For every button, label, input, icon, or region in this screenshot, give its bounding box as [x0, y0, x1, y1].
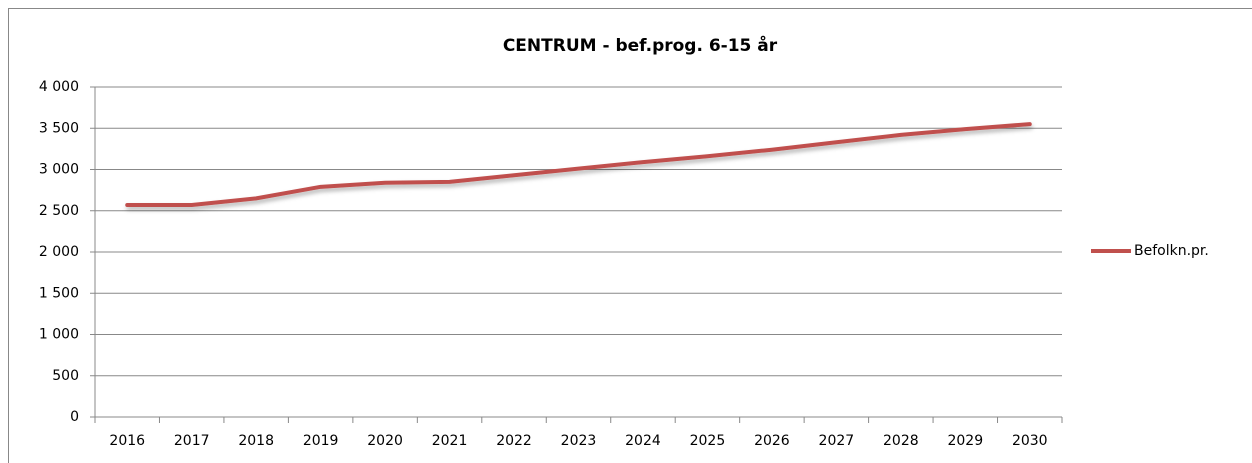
x-tick-label: 2028 — [883, 433, 919, 449]
legend-label: Befolkn.pr. — [1134, 243, 1209, 259]
x-tick-label: 2030 — [1012, 433, 1048, 449]
x-tick-label: 2026 — [754, 433, 790, 449]
x-tick-label: 2018 — [238, 433, 274, 449]
x-tick-label: 2027 — [819, 433, 855, 449]
x-tick-label: 2016 — [109, 433, 145, 449]
x-tick-label: 2024 — [625, 433, 661, 449]
x-tick-label: 2020 — [367, 433, 403, 449]
x-tick-label: 2019 — [303, 433, 339, 449]
y-tick-label: 1 000 — [39, 327, 79, 343]
series-line — [125, 122, 1032, 207]
y-tick-label: 3 500 — [39, 120, 79, 136]
x-tick-label: 2021 — [432, 433, 468, 449]
x-tick-label: 2017 — [174, 433, 210, 449]
chart-frame — [8, 8, 1252, 463]
y-tick-label: 4 000 — [39, 79, 79, 95]
y-tick-label: 2 500 — [39, 203, 79, 219]
x-tick-label: 2025 — [690, 433, 726, 449]
x-tick-label: 2022 — [496, 433, 532, 449]
x-tick-label: 2023 — [561, 433, 597, 449]
y-tick-label: 3 000 — [39, 162, 79, 178]
x-tick-label: 2029 — [947, 433, 983, 449]
y-tick-label: 500 — [52, 368, 79, 384]
y-tick-label: 1 500 — [39, 285, 79, 301]
y-tick-label: 2 000 — [39, 244, 79, 260]
y-tick-label: 0 — [70, 409, 79, 425]
chart-title: CENTRUM - bef.prog. 6-15 år — [503, 34, 778, 56]
